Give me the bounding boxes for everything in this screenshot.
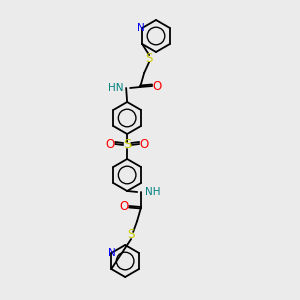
Text: O: O [152,80,162,92]
Text: N: N [137,23,145,33]
Text: HN: HN [108,83,123,93]
Text: O: O [119,200,129,212]
Text: S: S [123,139,131,152]
Text: NH: NH [145,187,160,197]
Text: O: O [106,137,115,151]
Text: N: N [108,248,116,258]
Text: S: S [128,229,135,242]
Text: S: S [146,52,153,64]
Text: O: O [140,137,149,151]
